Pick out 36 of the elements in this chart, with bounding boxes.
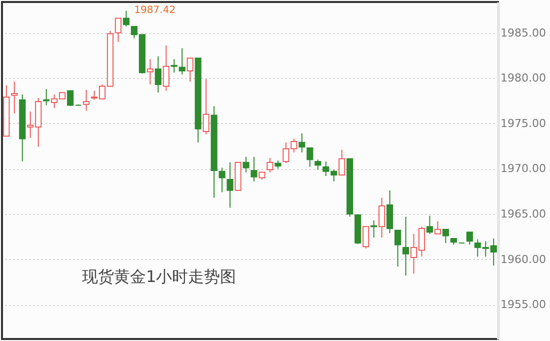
candlestick xyxy=(266,157,274,173)
candlestick xyxy=(162,44,170,92)
candlestick xyxy=(402,216,410,276)
candlestick xyxy=(82,89,90,112)
y-tick-label: 1955.00 xyxy=(500,298,546,312)
candlestick xyxy=(186,58,194,82)
candlestick xyxy=(250,156,258,182)
candlestick xyxy=(466,232,473,246)
candlestick xyxy=(298,132,306,153)
candlestick xyxy=(386,190,394,234)
candlestick xyxy=(306,147,314,168)
y-tick-label: 1965.00 xyxy=(500,207,546,220)
y-tick-label: 1975.00 xyxy=(500,116,546,130)
y-tick-label: 1980.00 xyxy=(500,72,546,85)
candlestick xyxy=(242,156,250,173)
candlestick xyxy=(122,10,130,27)
annotation: 1987.42 xyxy=(134,4,176,16)
candlestick xyxy=(314,159,322,170)
candlestick xyxy=(154,56,162,94)
candlestick xyxy=(202,78,210,135)
candlestick xyxy=(11,81,18,114)
candlestick xyxy=(146,58,154,85)
candlestick xyxy=(434,220,441,234)
candlestick xyxy=(218,167,226,193)
candlestick xyxy=(226,162,234,208)
candlestick xyxy=(442,228,449,244)
y-tick-label: 1960.00 xyxy=(500,252,546,266)
text: 现货黄金1小时走势图 xyxy=(82,267,236,286)
candlestick xyxy=(394,230,402,268)
candlestick xyxy=(362,226,370,249)
candlestick xyxy=(426,215,434,234)
y-tick-label: 1985.00 xyxy=(500,26,546,40)
candlestick xyxy=(338,149,346,176)
y-tick-label: 1970.00 xyxy=(500,162,546,176)
candlestick xyxy=(378,197,386,238)
candlestick xyxy=(66,90,74,107)
